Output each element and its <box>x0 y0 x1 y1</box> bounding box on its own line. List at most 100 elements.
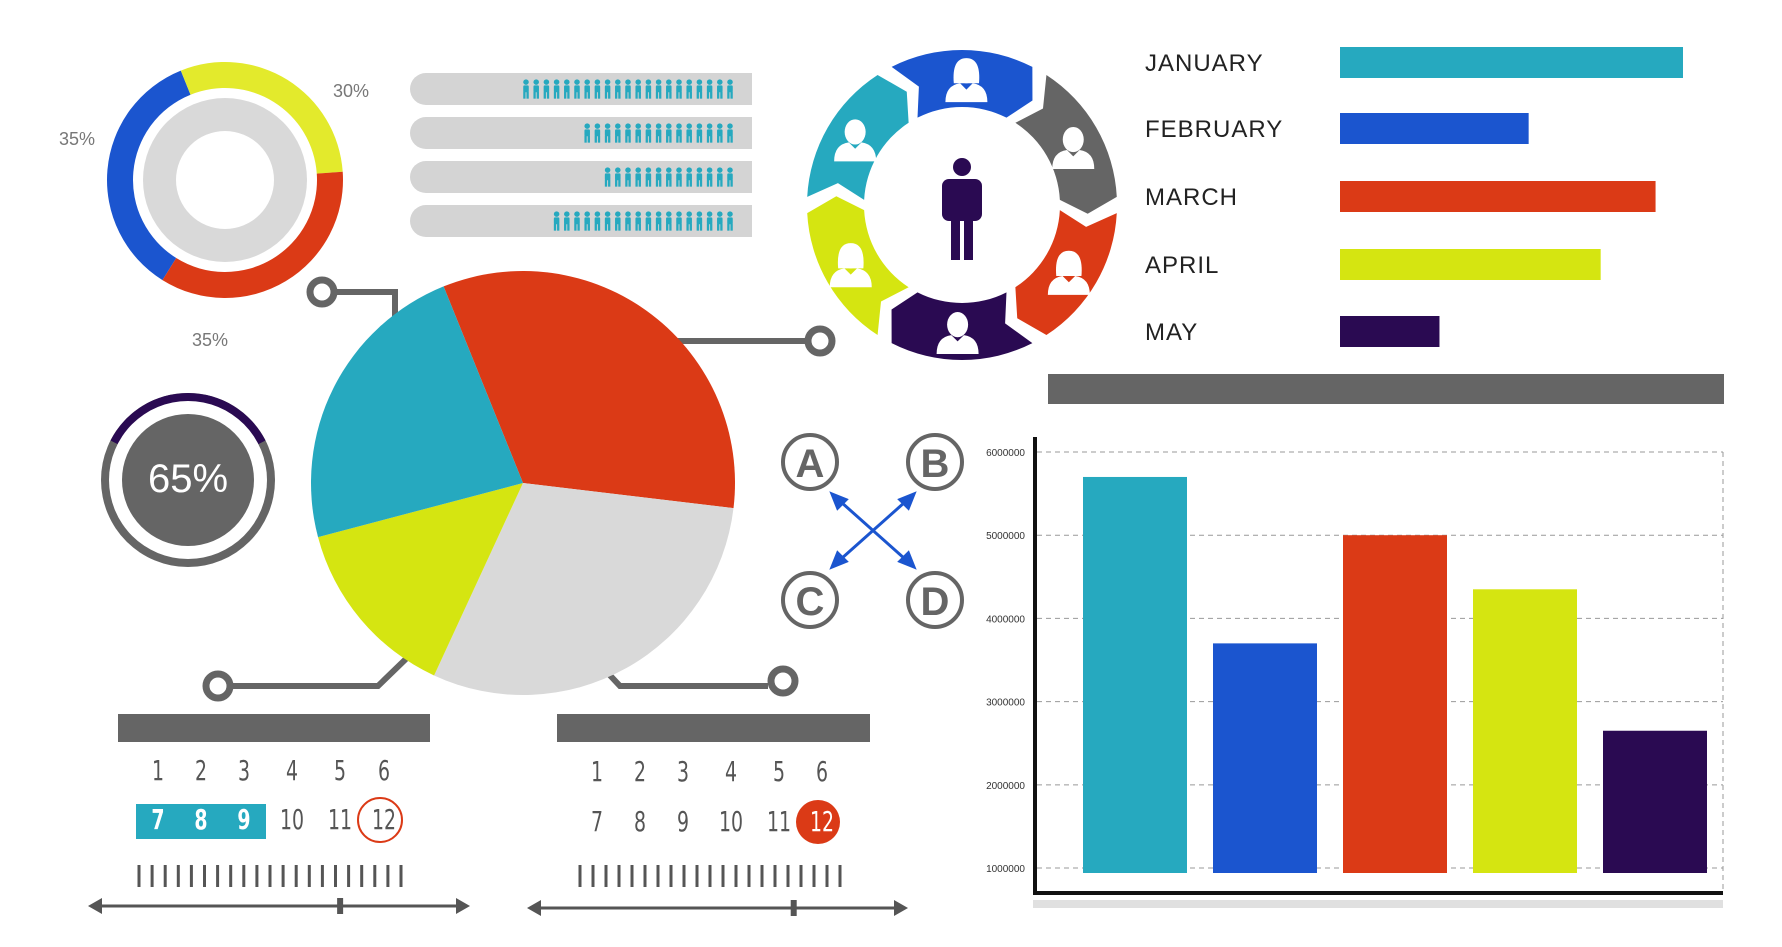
calendar-day[interactable]: 7 <box>591 805 603 838</box>
column-chart: 1000000 2000000 3000000 4000000 5000000 60000… <box>986 437 1724 908</box>
connector-bottom-right <box>602 667 768 689</box>
gauge-top-label: 35% <box>192 330 228 350</box>
y-tick-label: 6000000 <box>986 448 1025 459</box>
connector-node <box>306 276 338 308</box>
calendar-highlight <box>136 804 266 839</box>
donut-label-right: 30% <box>333 81 369 101</box>
axis-shadow <box>1033 900 1723 908</box>
calendar-day[interactable]: 11 <box>767 805 791 838</box>
calendar-day[interactable]: 4 <box>286 754 298 787</box>
calendar-day[interactable]: 6 <box>816 755 828 788</box>
option-circle <box>906 571 964 629</box>
calendar-day[interactable]: 8 <box>194 803 207 836</box>
calendar-day[interactable]: 11 <box>328 803 352 836</box>
y-tick-label: 1000000 <box>986 864 1025 875</box>
connector-top-left <box>337 289 398 320</box>
timeline-ticks <box>137 865 403 887</box>
timeline-slider-handle[interactable] <box>337 898 344 914</box>
abcd-options: A B C D <box>781 433 964 629</box>
pie-slice <box>434 483 734 695</box>
people-bar-cap <box>730 117 752 149</box>
option-circle <box>781 433 839 491</box>
y-tick-label: 2000000 <box>986 781 1025 792</box>
column-bar <box>1473 589 1577 873</box>
option-letter: B <box>921 442 950 486</box>
calendar-header-bar <box>118 714 430 742</box>
calendar-day[interactable]: 4 <box>725 755 737 788</box>
section-header-bar <box>1048 374 1724 404</box>
cross-arrows-icon <box>829 491 917 570</box>
calendar-day[interactable]: 10 <box>719 805 743 838</box>
calendar-widgets: 1 2 3 4 5 67 8 9 10 11 121 2 3 4 5 67 8 9 10 11 12 <box>88 714 908 916</box>
bar-list-bar <box>1340 316 1440 347</box>
timeline-slider-handle[interactable] <box>790 900 797 916</box>
calendar-day[interactable]: 12 <box>810 805 834 838</box>
calendar-day[interactable]: 5 <box>773 755 785 788</box>
people-bar-cap <box>730 205 752 237</box>
people-cycle-diagram <box>807 49 1117 360</box>
cycle-segment <box>891 49 1033 118</box>
people-bars <box>410 73 752 237</box>
connector-node <box>804 325 836 357</box>
column-bar <box>1343 535 1447 873</box>
pie-slice <box>443 271 735 509</box>
y-tick-label: 5000000 <box>986 531 1025 542</box>
people-bar-cap <box>730 161 752 193</box>
calendar-day[interactable]: 6 <box>378 754 390 787</box>
calendar-circle-marker <box>357 797 403 843</box>
donut-segment-red <box>162 171 343 298</box>
bar-list-bar <box>1340 249 1601 280</box>
calendar-day[interactable]: 3 <box>238 754 250 787</box>
calendar-widget: 1 2 3 4 5 67 8 9 10 11 12 <box>527 714 908 916</box>
people-bar-cap <box>730 73 752 105</box>
bar-list-label: MARCH <box>1145 184 1238 211</box>
calendar-day[interactable]: 2 <box>634 755 646 788</box>
column-bar <box>1213 643 1317 873</box>
bar-list-label: JANUARY <box>1145 50 1264 77</box>
bar-list-label: MAY <box>1145 319 1198 346</box>
y-tick-label: 4000000 <box>986 614 1025 625</box>
monthly-bar-list: JANUARY FEBRUARY MARCH APRIL MAY <box>1145 47 1683 347</box>
donut-label-left: 35% <box>59 129 95 149</box>
option-circle <box>781 571 839 629</box>
option-letter: C <box>796 580 825 624</box>
column-bar <box>1083 476 1187 873</box>
calendar-day[interactable]: 9 <box>677 805 689 838</box>
connector-node <box>202 670 234 702</box>
calendar-header-bar <box>557 714 870 742</box>
bar-list-label: FEBRUARY <box>1145 116 1283 143</box>
segmented-donut: 35% 30% <box>59 62 369 298</box>
bar-list-label: APRIL <box>1145 252 1219 279</box>
arrow-left-icon <box>527 900 541 916</box>
option-letter: A <box>796 442 825 486</box>
calendar-day[interactable]: 5 <box>334 754 346 787</box>
connector-bottom-left <box>232 652 413 689</box>
calendar-day[interactable]: 9 <box>237 803 250 836</box>
gauge-core <box>122 414 254 546</box>
calendar-day[interactable]: 7 <box>151 803 164 836</box>
arrow-left-icon <box>88 898 102 914</box>
column-bar <box>1603 730 1707 873</box>
timeline-ticks <box>578 865 842 887</box>
calendar-day[interactable]: 10 <box>280 803 304 836</box>
calendar-day[interactable]: 12 <box>372 803 396 836</box>
arrow-right-icon <box>456 898 470 914</box>
calendar-day[interactable]: 3 <box>677 755 689 788</box>
y-tick-label: 3000000 <box>986 698 1025 709</box>
calendar-filled-marker <box>796 800 840 844</box>
donut-ring <box>107 62 343 298</box>
pie-chart <box>311 271 735 695</box>
pie-slice <box>311 286 523 538</box>
calendar-day[interactable]: 1 <box>152 754 164 787</box>
option-letter: D <box>921 580 950 624</box>
bar-list-bar <box>1340 181 1656 212</box>
calendar-day[interactable]: 2 <box>195 754 207 787</box>
donut-hole <box>176 131 274 229</box>
donut-segment-blue <box>107 70 191 281</box>
center-person-icon <box>942 158 982 260</box>
calendar-day[interactable]: 1 <box>591 755 603 788</box>
percentage-gauge: 65% 35% <box>101 330 275 567</box>
calendar-day[interactable]: 8 <box>634 805 646 838</box>
pie-slice <box>318 483 523 676</box>
